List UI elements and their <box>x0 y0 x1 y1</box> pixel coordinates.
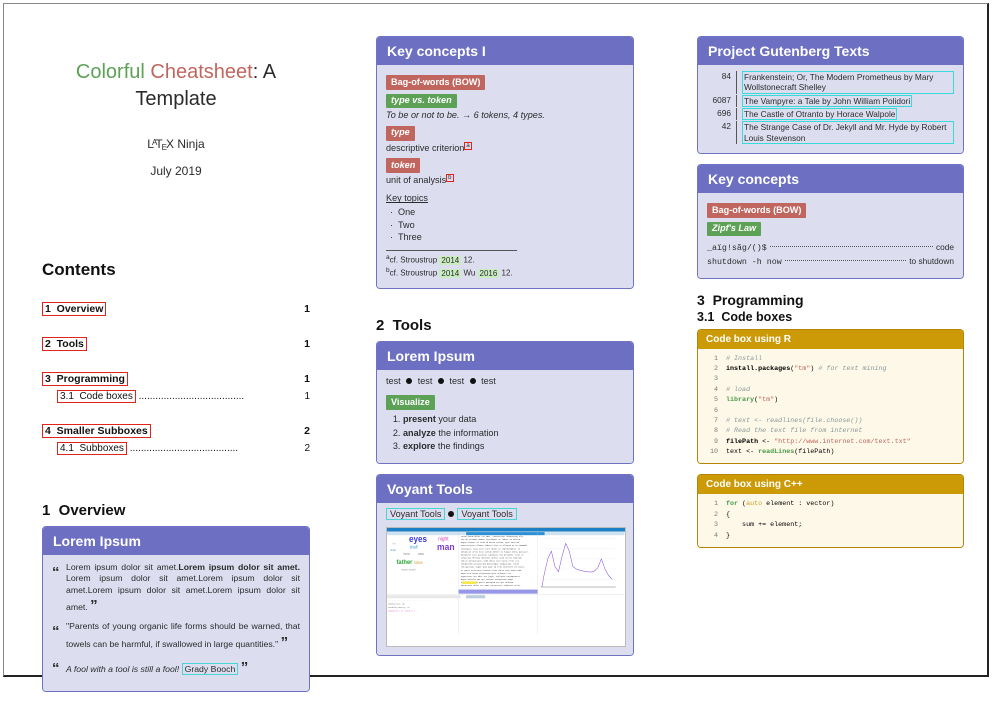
svg-text:rem aperiam, eaque ipsa quae a: rem aperiam, eaque ipsa quae ab illo inv… <box>461 565 525 568</box>
svg-text:magni dolores eos qui ratione: magni dolores eos qui ratione voluptatem… <box>461 578 514 581</box>
svg-text:hear: hear <box>404 551 411 555</box>
svg-text:saw: saw <box>418 551 424 555</box>
svg-text:culpa qui officia deserunt mol: culpa qui officia deserunt mollit anim i… <box>461 556 522 559</box>
svg-text:time: time <box>414 559 423 564</box>
svg-text:Excepteur sint occaecat cupida: Excepteur sint occaecat cupidatat non pr… <box>461 553 524 556</box>
svg-text:man: man <box>437 541 455 551</box>
svg-text:aspernatur aut odit aut fugit,: aspernatur aut odit aut fugit, sed quia … <box>461 574 520 577</box>
svg-text:consequat. Duis aute irure dol: consequat. Duis aute irure dolor in repr… <box>461 547 521 550</box>
svg-text:their: their <box>391 547 397 551</box>
svg-text:ipsum quia dolor sit amet cons: ipsum quia dolor sit amet consectetur ad… <box>461 584 521 587</box>
svg-text:et quasi architecto beatae vit: et quasi architecto beatae vitae dicta s… <box>461 568 522 571</box>
svg-text:shall: shall <box>410 544 418 549</box>
svg-text:exercitation ullamco laboris n: exercitation ullamco laboris nisi ut ali… <box>461 544 528 547</box>
svg-text:Sed ut perspiciatis unde omnis: Sed ut perspiciatis unde omnis iste natu… <box>461 559 519 562</box>
svg-text:Lorem ipsum dolor sit amet, co: Lorem ipsum dolor sit amet, consectetur … <box>461 534 525 537</box>
svg-text:eyes: eyes <box>409 533 427 543</box>
svg-text:Nemo enim ipsam voluptatem qui: Nemo enim ipsam voluptatem quia voluptas… <box>461 571 511 574</box>
svg-text:heart death: heart death <box>401 567 416 571</box>
svg-text:voluptate velit esse cillum do: voluptate velit esse cillum dolore eu fu… <box>461 550 529 553</box>
svg-text:magna aliqua. Ut enim ad minim: magna aliqua. Ut enim ad minim veniam, q… <box>461 541 520 544</box>
svg-text:voluptatem accusantium dolorem: voluptatem accusantium doloremque laudan… <box>461 562 520 565</box>
svg-text:father: father <box>397 559 414 565</box>
svg-text:sed do eiusmod tempor incididu: sed do eiusmod tempor incididunt ut labo… <box>461 537 521 540</box>
